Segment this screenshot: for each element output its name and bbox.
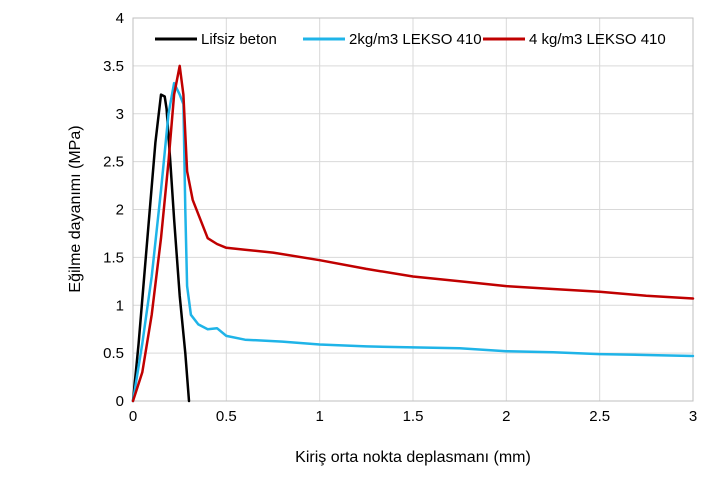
y-tick-label: 0.5 [103, 345, 124, 362]
series-layer [131, 64, 695, 403]
y-tick-label: 4 [116, 10, 124, 27]
series-line-3 [131, 64, 695, 403]
series-line-2 [131, 81, 695, 403]
plot-area-frame [132, 17, 694, 402]
legend-label-1: Lifsiz beton [201, 31, 277, 48]
x-axis-ticks: 0 0.5 1 1.5 2 2.5 3 [129, 408, 697, 425]
y-tick-label: 1 [116, 297, 124, 314]
y-tick-label: 3 [116, 106, 124, 123]
legend: Lifsiz beton 2kg/m3 LEKSO 410 4 kg/m3 LEKS… [155, 31, 666, 48]
y-tick-label: 2.5 [103, 154, 124, 171]
y-tick-label: 0 [116, 393, 124, 410]
x-tick-label: 3 [689, 408, 697, 425]
gridlines [133, 18, 693, 401]
x-tick-label: 0.5 [216, 408, 237, 425]
legend-label-3: 4 kg/m3 LEKSO 410 [529, 31, 666, 48]
y-tick-label: 1.5 [103, 249, 124, 266]
x-tick-label: 1.5 [403, 408, 424, 425]
series-line-1 [131, 93, 191, 403]
y-axis-ticks: 0 0.5 1 1.5 2 2.5 3 3.5 4 [103, 10, 124, 410]
x-tick-label: 2 [502, 408, 510, 425]
x-tick-label: 1 [315, 408, 323, 425]
y-axis-title: Eğilme dayanımı (MPa) [67, 125, 84, 292]
y-tick-label: 3.5 [103, 58, 124, 75]
x-tick-label: 0 [129, 408, 137, 425]
legend-label-2: 2kg/m3 LEKSO 410 [349, 31, 482, 48]
x-axis-title: Kiriş orta nokta deplasmanı (mm) [295, 449, 531, 466]
y-tick-label: 2 [116, 202, 124, 219]
x-tick-label: 2.5 [589, 408, 610, 425]
